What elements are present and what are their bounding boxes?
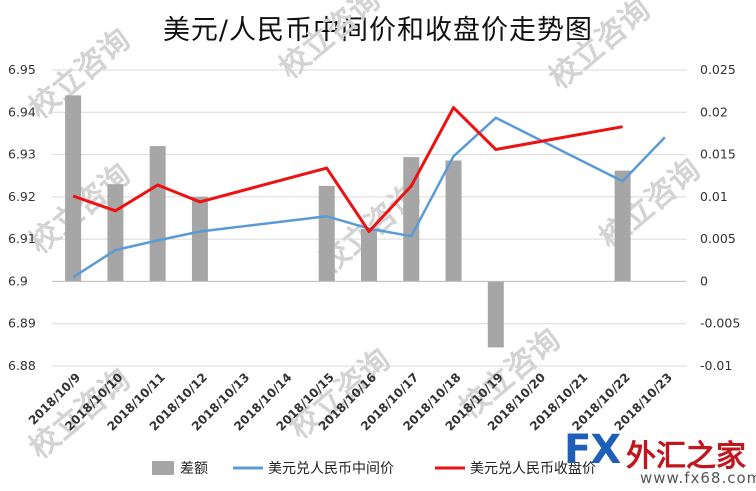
- right-tick-1: -0.005: [700, 316, 740, 331]
- legend-label-2: 美元兑人民币收盘价: [470, 460, 596, 477]
- bar-2: [149, 146, 166, 282]
- brand-logo: FX 外汇之家 www.fx68.com: [564, 425, 756, 491]
- brand-fx: FX: [564, 427, 621, 473]
- left-tick-0: 6.88: [8, 358, 36, 373]
- lines: [72, 106, 666, 279]
- bar-9: [445, 160, 462, 282]
- watermark-2: 校立咨询: [543, 0, 657, 96]
- line-series-0: [72, 116, 666, 279]
- brand-url: www.fx68.com: [640, 469, 756, 487]
- left-tick-3: 6.91: [8, 231, 36, 246]
- legend-label-1: 美元兑人民币中间价: [268, 461, 394, 477]
- watermark-7: 校立咨询: [283, 342, 397, 446]
- bar-0: [65, 95, 82, 282]
- left-axis-ticks: 6.88 6.89 6.9 6.91 6.92 6.93 6.94 6.95: [8, 62, 36, 373]
- right-tick-6: 0.02: [700, 104, 728, 119]
- left-tick-4: 6.92: [8, 189, 36, 204]
- chart-title: 美元/人民币中间价和收盘价走势图: [162, 15, 594, 46]
- bar-10: [487, 281, 504, 348]
- bar-6: [318, 185, 335, 282]
- right-tick-2: 0: [700, 273, 708, 288]
- watermark-1: 校立咨询: [273, 0, 387, 86]
- left-tick-7: 6.95: [8, 62, 36, 77]
- left-tick-6: 6.94: [8, 104, 36, 119]
- right-tick-3: 0.005: [700, 231, 736, 246]
- legend: 差额 美元兑人民币中间价 美元兑人民币收盘价: [152, 460, 596, 477]
- right-tick-0: -0.01: [700, 358, 732, 373]
- left-tick-1: 6.89: [8, 316, 36, 331]
- line-series-1: [72, 106, 623, 233]
- right-axis-ticks: -0.01 -0.005 0 0.005 0.01 0.015 0.02 0.025: [700, 62, 740, 373]
- bar-1: [107, 184, 124, 282]
- right-tick-5: 0.015: [700, 147, 736, 162]
- legend-label-0: 差额: [180, 461, 208, 477]
- brand-cn: 外汇之家: [626, 439, 746, 474]
- bars: [65, 95, 631, 348]
- bar-7: [361, 228, 377, 282]
- watermark-5: 校立咨询: [593, 152, 707, 256]
- bar-3: [191, 196, 208, 282]
- right-tick-7: 0.025: [700, 62, 736, 77]
- left-tick-2: 6.9: [8, 273, 28, 288]
- legend-swatch-bar: [152, 461, 174, 475]
- right-tick-4: 0.01: [700, 189, 728, 204]
- bar-13: [614, 170, 631, 282]
- left-tick-5: 6.93: [8, 147, 36, 162]
